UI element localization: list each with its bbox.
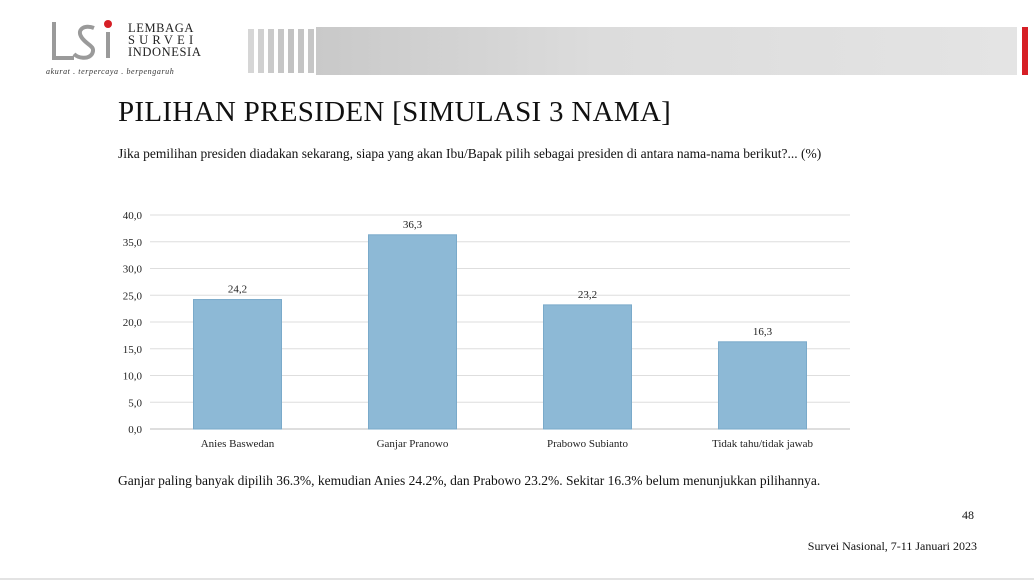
- bar-value-label: 24,2: [228, 284, 247, 296]
- y-tick-label: 30,0: [123, 264, 143, 276]
- y-tick-label: 10,0: [123, 371, 143, 383]
- y-tick-label: 15,0: [123, 344, 143, 356]
- survey-question: Jika pemilihan presiden diadakan sekaran…: [118, 146, 822, 161]
- y-tick-label: 5,0: [128, 397, 142, 409]
- logo-name-line-2: SURVEI: [128, 33, 198, 47]
- bar: [718, 341, 807, 430]
- header-stripes: [248, 29, 314, 73]
- page-number: 48: [962, 508, 974, 522]
- header-bar: [316, 27, 1017, 75]
- y-tick-label: 40,0: [123, 210, 143, 222]
- y-tick-label: 0,0: [128, 424, 142, 436]
- bar-value-label: 16,3: [753, 326, 773, 338]
- x-category-label: Tidak tahu/tidak jawab: [712, 438, 814, 450]
- page-title: PILIHAN PRESIDEN [SIMULASI 3 NAMA]: [118, 96, 672, 128]
- bar-value-label: 36,3: [403, 219, 423, 231]
- logo-name-line-1: LEMBAGA: [128, 21, 195, 35]
- y-tick-label: 20,0: [123, 317, 143, 329]
- header-red-accent: [1022, 27, 1028, 75]
- logo-tagline: akurat . terpercaya . berpengaruh: [46, 67, 175, 76]
- bar: [368, 234, 457, 430]
- y-tick-label: 35,0: [123, 237, 143, 249]
- bar-chart: 0,0 5,0 10,0 15,0 20,0 25,0 30,0 35,0 40,0 24,2 An…: [123, 210, 850, 450]
- bottom-divider: [0, 578, 1034, 580]
- bar: [193, 299, 282, 430]
- logo-name-line-3: INDONESIA: [128, 45, 202, 59]
- bar: [543, 304, 632, 430]
- summary-text: Ganjar paling banyak dipilih 36.3%, kemu…: [118, 473, 821, 488]
- y-tick-label: 25,0: [123, 290, 143, 302]
- x-category-label: Ganjar Pranowo: [377, 438, 449, 450]
- lsi-logo-mark-icon: [52, 20, 112, 60]
- lsi-logo: LEMBAGA SURVEI INDONESIA akurat . terper…: [44, 14, 224, 80]
- footer-survey-info: Survei Nasional, 7-11 Januari 2023: [807, 539, 977, 553]
- bar-value-label: 23,2: [578, 289, 597, 301]
- x-category-label: Prabowo Subianto: [547, 438, 628, 450]
- x-category-label: Anies Baswedan: [201, 438, 275, 450]
- logo-name: LEMBAGA SURVEI INDONESIA: [128, 21, 202, 59]
